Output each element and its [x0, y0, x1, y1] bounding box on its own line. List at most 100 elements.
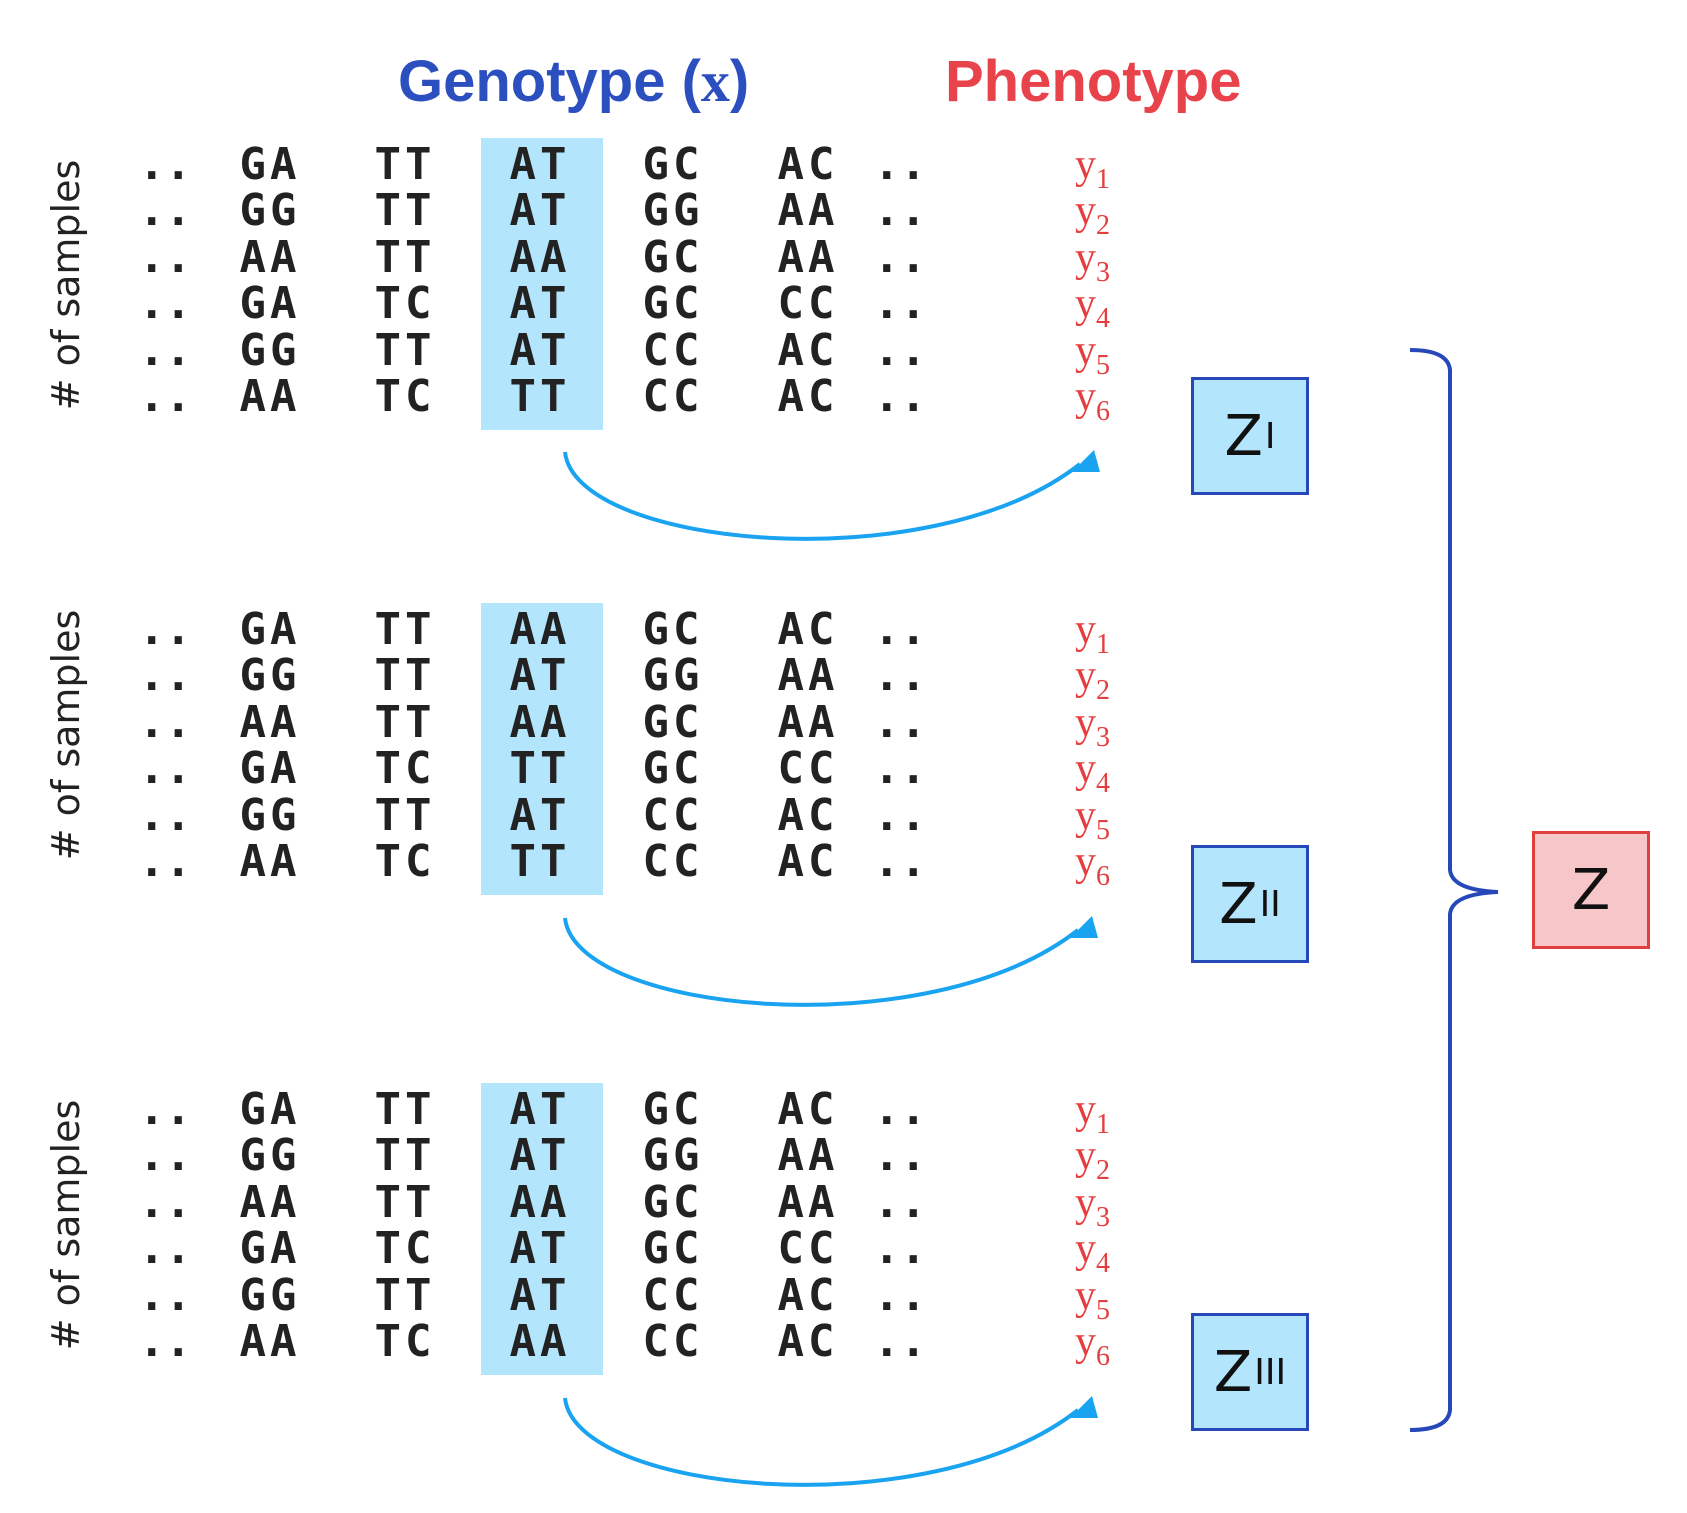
phenotype-symbol: y — [1075, 746, 1096, 793]
phenotype-symbol: y — [1075, 699, 1096, 746]
phenotype-symbol: y — [1075, 653, 1096, 700]
phenotype-index: 1 — [1096, 1109, 1110, 1140]
phenotype-value: y1 — [1075, 607, 1110, 660]
highlighted-snp-column — [481, 1083, 603, 1375]
genotype-cell: AT — [509, 1269, 571, 1321]
genotype-header: Genotype (x) — [398, 42, 749, 122]
genotype-cell: TT — [509, 371, 571, 422]
ellipsis-marker: .. — [138, 139, 192, 190]
genotype-variable-x: x — [700, 49, 730, 114]
genotype-cell: GC — [642, 743, 704, 795]
z-total-box: Z — [1532, 831, 1650, 949]
phenotype-value: y3 — [1075, 234, 1110, 288]
ellipsis-marker: .. — [873, 743, 927, 795]
genotype-cell: AC — [777, 1269, 839, 1321]
genotype-cell: GC — [642, 604, 704, 655]
phenotype-value: y4 — [1075, 1226, 1110, 1279]
genotype-cell: TT — [374, 1130, 436, 1182]
phenotype-symbol: y — [1075, 234, 1096, 281]
genotype-cell: GA — [239, 1084, 301, 1135]
ellipsis-marker: .. — [873, 604, 927, 655]
genotype-cell: AA — [777, 1176, 839, 1228]
ellipsis-marker: .. — [138, 231, 192, 283]
phenotype-symbol: y — [1075, 839, 1096, 885]
phenotype-index: 6 — [1096, 396, 1110, 427]
genotype-cell: AT — [509, 1084, 571, 1135]
genotype-cell: GA — [239, 604, 301, 655]
samples-axis-label-text: # of samples — [44, 159, 88, 411]
ellipsis-marker: .. — [873, 650, 927, 702]
z-score-subscript: III — [1254, 1351, 1287, 1393]
phenotype-symbol: y — [1075, 1087, 1096, 1133]
ellipsis-marker: .. — [138, 1084, 192, 1135]
genotype-cell: TT — [374, 650, 436, 702]
genotype-cell: AA — [509, 604, 571, 655]
genotype-cell: AA — [239, 371, 301, 422]
genotype-cell: AA — [777, 650, 839, 702]
z-score-subscript: II — [1259, 883, 1281, 925]
genotype-cell: AA — [239, 1176, 301, 1228]
genotype-cell: CC — [777, 1223, 839, 1275]
genotype-cell: AT — [509, 185, 571, 237]
phenotype-symbol: y — [1075, 1179, 1096, 1226]
genotype-cell: TC — [374, 836, 436, 887]
phenotype-index: 1 — [1096, 164, 1110, 195]
genotype-cell: AA — [777, 696, 839, 748]
genotype-cell: AA — [509, 696, 571, 748]
genotype-cell: GC — [642, 231, 704, 283]
phenotype-value: y4 — [1075, 281, 1110, 334]
ellipsis-marker: .. — [873, 789, 927, 841]
genotype-cell: TC — [374, 371, 436, 422]
ellipsis-marker: .. — [138, 836, 192, 887]
ellipsis-marker: .. — [138, 650, 192, 702]
genotype-cell: AT — [509, 1130, 571, 1182]
genotype-cell: AC — [777, 604, 839, 655]
genotype-cell: AC — [777, 139, 839, 190]
phenotype-index: 3 — [1096, 1201, 1110, 1233]
genotype-cell: TT — [509, 743, 571, 795]
arrowhead — [1072, 450, 1100, 472]
genotype-cell: AC — [777, 324, 839, 376]
ellipsis-marker: .. — [138, 743, 192, 795]
ellipsis-marker: .. — [873, 1084, 927, 1135]
z-score-symbol: Z — [1219, 871, 1258, 937]
phenotype-symbol: y — [1075, 327, 1096, 374]
ellipsis-marker: .. — [138, 1176, 192, 1228]
ellipsis-marker: .. — [138, 789, 192, 841]
genotype-cell: GA — [239, 1223, 301, 1275]
genotype-cell: TC — [374, 1316, 436, 1367]
phenotype-value: y4 — [1075, 746, 1110, 799]
genotype-cell: AT — [509, 1223, 571, 1275]
genotype-cell: GC — [642, 278, 704, 330]
samples-axis-label-text: # of samples — [44, 1099, 88, 1351]
genotype-cell: CC — [777, 278, 839, 330]
arrowhead — [1070, 916, 1098, 938]
genotype-cell: AA — [777, 231, 839, 283]
highlighted-snp-column — [481, 138, 603, 430]
ellipsis-marker: .. — [873, 185, 927, 237]
ellipsis-marker: .. — [138, 1316, 192, 1367]
genotype-cell: AC — [777, 836, 839, 887]
genotype-cell: TT — [509, 836, 571, 887]
genotype-cell: CC — [642, 1316, 704, 1367]
phenotype-symbol: y — [1075, 1133, 1096, 1180]
genotype-cell: TT — [374, 1176, 436, 1228]
z-score-subscript: I — [1264, 415, 1276, 457]
genotype-cell: TT — [374, 604, 436, 655]
phenotype-index: 5 — [1096, 1294, 1110, 1326]
genotype-cell: GC — [642, 696, 704, 748]
genotype-cell: AA — [239, 231, 301, 283]
genotype-cell: AA — [239, 1316, 301, 1367]
genotype-cell: GG — [642, 1130, 704, 1182]
phenotype-value: y1 — [1075, 1087, 1110, 1140]
z-score-symbol: Z — [1224, 403, 1263, 469]
ellipsis-marker: .. — [138, 1223, 192, 1275]
phenotype-symbol: y — [1075, 188, 1096, 235]
z-total-label: Z — [1571, 857, 1611, 923]
z-score-box: Z II — [1191, 845, 1309, 963]
samples-axis-label-text: # of samples — [44, 609, 88, 861]
phenotype-index: 6 — [1096, 861, 1110, 892]
genotype-cell: TT — [374, 139, 436, 190]
